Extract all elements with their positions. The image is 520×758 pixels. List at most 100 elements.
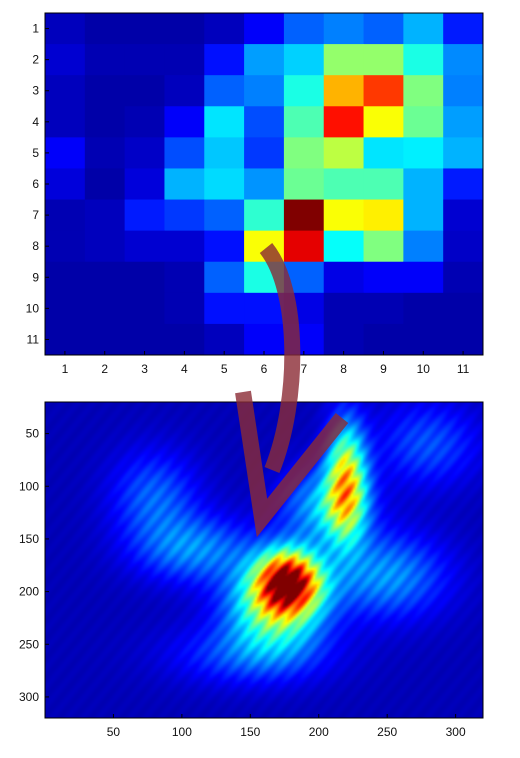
heatmap-cell-r11-c1	[45, 323, 86, 356]
y-tick-label: 4	[32, 115, 39, 129]
heatmap-cell-r1-c5	[204, 13, 245, 45]
curved-arrow-icon	[235, 242, 349, 538]
heatmap-cell-r4-c7	[283, 106, 325, 138]
x-tick-label: 11	[457, 362, 470, 376]
heatmap-cell-r3-c3	[124, 75, 165, 107]
heatmap-cell-r8-c11	[443, 230, 484, 263]
heatmap-cell-r3-c2	[84, 75, 126, 107]
field-image-raster	[45, 402, 483, 718]
heatmap-cell-r8-c7	[283, 230, 325, 263]
heatmap-cell-r1-c9	[363, 13, 404, 45]
heatmap-cell-r9-c10	[403, 261, 444, 294]
heatmap-cell-r3-c7	[283, 75, 325, 107]
heatmap-cell-r5-c5	[204, 137, 245, 169]
heatmap-cell-r11-c8	[323, 323, 365, 356]
heatmap-cell-r2-c7	[283, 44, 325, 76]
heatmap-cell-r5-c8	[323, 137, 365, 169]
heatmap-cell-r1-c4	[164, 13, 205, 45]
heatmap-cell-r11-c5	[204, 323, 245, 356]
heatmap-cell-r11-c6	[244, 323, 285, 356]
heatmap-cell-r2-c4	[164, 44, 205, 76]
heatmap-cell-r11-c2	[84, 323, 126, 356]
heatmap-cell-r2-c11	[443, 44, 484, 76]
heatmap-cell-r9-c4	[164, 261, 205, 294]
heatmap-cell-r6-c10	[403, 168, 444, 201]
y-tick-label: 1	[32, 22, 39, 36]
heatmap-cell-r2-c8	[323, 44, 365, 76]
x-tick-label: 9	[380, 362, 387, 376]
heatmap-cell-r7-c2	[84, 199, 126, 232]
y-tick-label: 10	[26, 301, 40, 315]
heatmap-cell-r11-c9	[363, 323, 404, 356]
heatmap-cell-r2-c5	[204, 44, 245, 76]
heatmap-cell-r4-c10	[403, 106, 444, 138]
x-tick-label: 200	[309, 725, 329, 739]
heatmap-cell-r2-c3	[124, 44, 165, 76]
heatmap-cell-r3-c8	[323, 75, 365, 107]
x-tick-label: 50	[107, 725, 121, 739]
heatmap-cell-r7-c8	[323, 199, 365, 232]
heatmap-cell-r7-c1	[45, 199, 86, 232]
heatmap-cell-r9-c5	[204, 261, 245, 294]
heatmap-cell-r1-c6	[244, 13, 285, 45]
x-tick-label: 300	[446, 725, 466, 739]
y-tick-label: 50	[26, 427, 40, 441]
heatmap-cell-r1-c1	[45, 13, 86, 45]
heatmap-cell-r5-c10	[403, 137, 444, 169]
heatmap-cell-r10-c10	[403, 292, 444, 325]
y-tick-label: 300	[19, 690, 39, 704]
heatmap-cell-r1-c7	[283, 13, 325, 45]
heatmap-cell-r3-c10	[403, 75, 444, 107]
heatmap-cell-r1-c3	[124, 13, 165, 45]
heatmap-cell-r2-c10	[403, 44, 444, 76]
heatmap-cell-r5-c11	[443, 137, 484, 169]
heatmap-cell-r6-c3	[124, 168, 165, 201]
heatmap-cell-r10-c1	[45, 292, 86, 325]
heatmap-cell-r1-c10	[403, 13, 444, 45]
heatmap-cell-r8-c3	[124, 230, 165, 263]
heatmap-cell-r10-c9	[363, 292, 404, 325]
heatmap-cell-r3-c5	[204, 75, 245, 107]
x-tick-label: 6	[261, 362, 268, 376]
heatmap-cell-r10-c2	[84, 292, 126, 325]
field-image-y-ticks: 50 100 150 200 250 300	[19, 427, 49, 704]
x-tick-label: 100	[172, 725, 192, 739]
heatmap-cell-r9-c9	[363, 261, 404, 294]
heatmap-grid-chart	[45, 13, 484, 356]
heatmap-cell-r7-c6	[244, 199, 285, 232]
y-tick-label: 9	[32, 270, 39, 284]
heatmap-cell-r8-c5	[204, 230, 245, 263]
heatmap-cell-r4-c11	[443, 106, 484, 138]
heatmap-cell-r7-c9	[363, 199, 404, 232]
heatmap-cell-r6-c5	[204, 168, 245, 201]
heatmap-cell-r6-c2	[84, 168, 126, 201]
y-tick-label: 6	[32, 177, 39, 191]
heatmap-cell-r5-c2	[84, 137, 126, 169]
heatmap-cell-r7-c11	[443, 199, 484, 232]
heatmap-cell-r6-c6	[244, 168, 285, 201]
x-tick-label: 7	[300, 362, 307, 376]
y-tick-label: 200	[19, 585, 39, 599]
heatmap-cell-r3-c9	[363, 75, 404, 107]
x-tick-label: 250	[377, 725, 397, 739]
heatmap-cell-r6-c8	[323, 168, 365, 201]
heatmap-cell-r4-c8	[323, 106, 365, 138]
heatmap-cell-r7-c4	[164, 199, 205, 232]
heatmap-cell-r2-c6	[244, 44, 285, 76]
heatmap-cell-r4-c3	[124, 106, 165, 138]
heatmap-cell-r6-c7	[283, 168, 325, 201]
heatmap-grid-y-ticks: 1 2 3 4 5 6 7 8 9 10 11	[26, 22, 49, 346]
heatmap-cell-r2-c1	[45, 44, 86, 76]
heatmap-cell-r8-c2	[84, 230, 126, 263]
y-tick-label: 250	[19, 637, 39, 651]
heatmap-cell-r11-c10	[403, 323, 444, 356]
heatmap-cell-r3-c4	[164, 75, 205, 107]
heatmap-cell-r1-c8	[323, 13, 365, 45]
heatmap-cell-r6-c9	[363, 168, 404, 201]
arrow-shaft	[259, 242, 301, 473]
x-tick-label: 150	[240, 725, 260, 739]
heatmap-cell-r2-c2	[84, 44, 126, 76]
y-tick-label: 8	[32, 239, 39, 253]
x-tick-label: 3	[141, 362, 148, 376]
